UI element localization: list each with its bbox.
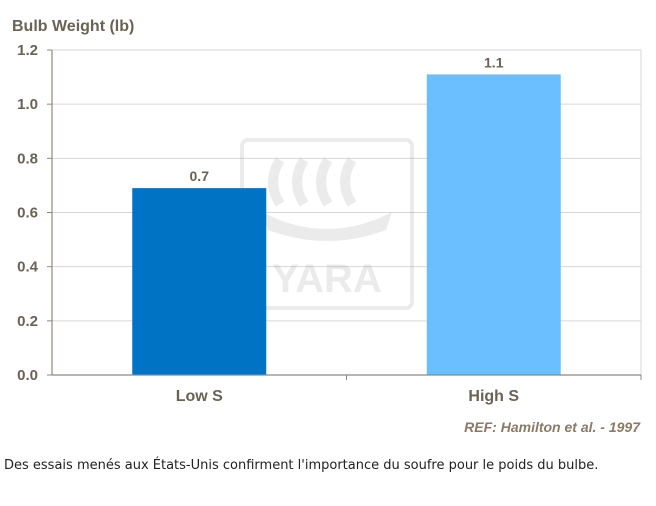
- x-category-label: High S: [468, 388, 519, 405]
- y-tick-label: 0.2: [17, 313, 38, 330]
- y-tick-label: 1.2: [17, 42, 38, 59]
- y-tick-label: 0.4: [17, 259, 39, 276]
- bars: [132, 74, 561, 375]
- x-category-label: Low S: [176, 388, 223, 405]
- bar-chart: YARA 0.0 0.2 0.4 0.6 0.8 1.0 1.2 0.7 Low S 1.1 Hig…: [12, 18, 642, 435]
- axes: [47, 49, 642, 380]
- y-tick-label: 0.6: [17, 205, 38, 222]
- y-tick-label: 1.0: [17, 96, 38, 113]
- caption-text: Des essais menés aux États-Unis confirme…: [4, 458, 599, 473]
- bar-high-s: [426, 74, 561, 375]
- data-label: 0.7: [190, 168, 210, 184]
- data-label: 1.1: [484, 54, 504, 70]
- y-tick-label: 0.0: [17, 367, 38, 384]
- watermark-text: YARA: [272, 257, 382, 301]
- y-tick-label: 0.8: [17, 150, 38, 167]
- y-axis-title: Bulb Weight (lb): [12, 18, 134, 35]
- labels: 0.0 0.2 0.4 0.6 0.8 1.0 1.2 0.7 Low S 1.1 High S: [17, 42, 519, 405]
- reference-annotation: REF: Hamilton et al. - 1997: [464, 419, 641, 435]
- yara-watermark-logo: YARA: [240, 138, 414, 310]
- bar-low-s: [132, 188, 267, 375]
